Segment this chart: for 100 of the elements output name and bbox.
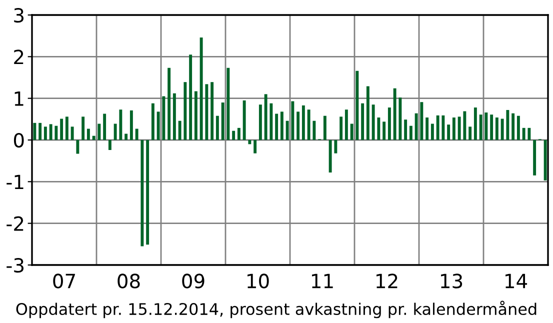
bar	[232, 130, 236, 140]
bar	[98, 124, 101, 140]
bar	[33, 122, 36, 140]
bar	[495, 118, 498, 140]
bar	[92, 136, 96, 140]
bar	[205, 84, 208, 140]
bar	[516, 116, 520, 140]
bar	[307, 110, 310, 140]
bar	[512, 113, 515, 140]
bar	[328, 140, 332, 172]
bar	[490, 114, 494, 140]
bar	[248, 140, 252, 144]
bar	[172, 93, 176, 140]
bar	[484, 112, 488, 140]
bar	[86, 128, 90, 140]
bar	[474, 108, 477, 140]
bar	[340, 116, 343, 140]
text: Oppdatert pr. 15.12.2014, prosent avkastning pr. kalendermåned	[16, 300, 536, 318]
bar	[135, 128, 138, 140]
bar	[189, 54, 192, 140]
x-tick-label: 14	[506, 274, 528, 288]
bar	[388, 108, 391, 140]
bar	[38, 122, 42, 140]
bar	[242, 100, 246, 140]
y-tick-label: 0	[14, 132, 24, 148]
bar	[334, 140, 338, 154]
bar	[350, 124, 354, 140]
bar	[344, 110, 348, 140]
x-tick-label: 09	[182, 274, 204, 288]
bar	[258, 104, 262, 140]
x-tick-label: 10	[248, 274, 269, 288]
bar	[200, 38, 203, 140]
bar	[254, 140, 257, 154]
y-tick-label: -1	[6, 174, 24, 190]
bar	[65, 116, 68, 140]
bar	[44, 126, 47, 140]
bar	[151, 103, 154, 140]
bar	[323, 116, 326, 140]
bar	[414, 113, 418, 140]
bar	[54, 126, 58, 140]
bar	[226, 68, 230, 140]
y-tick-label: 2	[14, 50, 24, 64]
bar	[140, 140, 144, 246]
bar	[60, 118, 64, 140]
bar	[426, 118, 429, 140]
bar	[119, 110, 122, 140]
bar	[302, 105, 305, 140]
bar	[156, 112, 160, 140]
bar	[221, 102, 224, 140]
bar	[312, 120, 316, 140]
x-tick-label: 11	[312, 274, 333, 288]
y-tick-label: 1	[14, 92, 24, 106]
bar	[146, 140, 150, 245]
bar	[114, 124, 117, 140]
bar	[82, 116, 85, 140]
x-tick-label: 12	[376, 274, 398, 288]
bar	[436, 115, 440, 140]
bar	[356, 70, 359, 140]
bar	[522, 128, 526, 140]
bar	[124, 134, 128, 140]
bar	[270, 103, 273, 140]
y-tick-label: -2	[6, 216, 24, 231]
bar	[398, 98, 402, 140]
x-tick-label: 07	[53, 274, 75, 288]
bar	[372, 104, 375, 140]
bar	[286, 120, 289, 140]
bar	[178, 120, 182, 140]
bar	[463, 111, 466, 140]
bar	[506, 110, 510, 140]
bar	[49, 124, 52, 140]
bar	[70, 126, 74, 140]
bar	[377, 118, 380, 140]
bar	[544, 140, 547, 180]
bar	[447, 124, 450, 140]
bar	[210, 82, 214, 140]
y-tick-label: -3	[6, 258, 24, 273]
bar	[442, 115, 445, 140]
bar	[393, 88, 396, 140]
bar	[382, 122, 386, 140]
bar	[216, 116, 219, 140]
bar	[430, 124, 434, 140]
bar	[76, 140, 80, 154]
bar	[479, 114, 482, 140]
bar	[296, 112, 300, 140]
bar	[366, 86, 370, 140]
bar	[361, 103, 364, 140]
bar	[275, 114, 278, 140]
bar	[468, 126, 472, 140]
bar	[500, 118, 504, 140]
x-tick-label: 08	[118, 274, 140, 288]
bar	[404, 120, 408, 140]
bar	[108, 140, 112, 150]
bar	[420, 102, 424, 140]
bar	[162, 96, 166, 140]
bar	[458, 116, 461, 140]
bar	[528, 128, 531, 140]
bar	[237, 128, 240, 140]
bar	[533, 140, 536, 176]
bar	[452, 118, 456, 140]
bar	[280, 112, 284, 140]
